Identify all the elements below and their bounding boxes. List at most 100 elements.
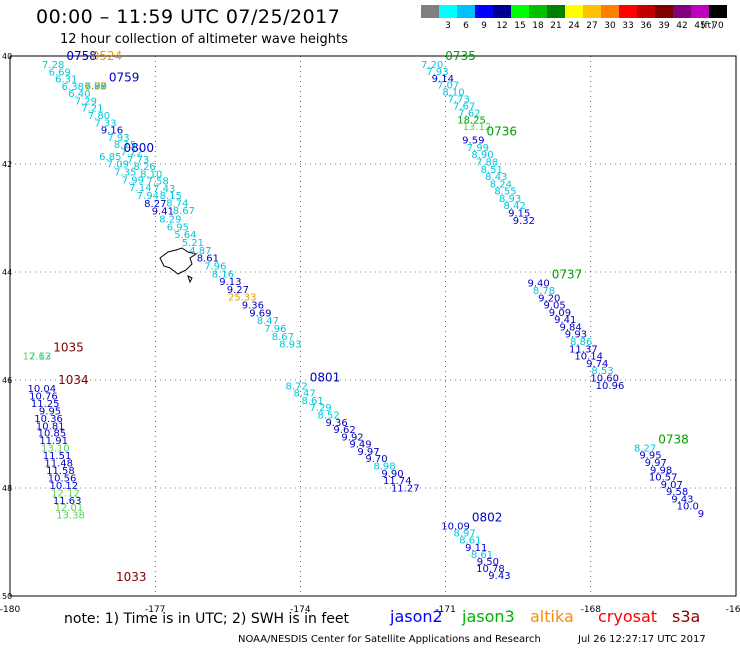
wave-height-value: 11.37 (569, 344, 598, 355)
wave-height-value: 11.25 (31, 399, 60, 410)
wave-height-value: 10.04 (27, 384, 56, 395)
wave-height-value: 18.25 (457, 115, 486, 126)
wave-height-value: 8.61 (301, 396, 323, 407)
legend-label: 18 (532, 21, 544, 31)
wave-height-value: 7.22 (120, 147, 142, 158)
legend-label: 15 (514, 21, 526, 31)
wave-height-value: 9.70 (365, 454, 387, 465)
wave-height-value: 8.53 (591, 366, 613, 377)
wave-height-value: 8.26 (134, 162, 156, 173)
wave-height-value: 8.93 (279, 340, 301, 351)
wave-height-value: 10.60 (590, 373, 619, 384)
wave-height-value: 12.01 (55, 503, 84, 514)
wave-height-value: 10.85 (38, 429, 67, 440)
wave-height-value: 7.73 (127, 155, 149, 166)
wave-height-value: 8.90 (471, 150, 493, 161)
legend-swatch (475, 5, 493, 18)
wave-height-value: 8.47 (257, 316, 279, 327)
wave-height-value: 8.15 (160, 191, 182, 202)
wave-height-value: 9.92 (341, 432, 363, 443)
pass-time-label: 0802 (472, 511, 503, 525)
legend-swatch (637, 5, 655, 18)
wave-height-value: 7.93 (426, 67, 448, 78)
lon-tick-label: -171 (435, 605, 455, 615)
wave-height-value: 7.20 (421, 60, 443, 71)
legend-swatch (511, 5, 529, 18)
wave-height-value: 7.35 (114, 167, 136, 178)
wave-height-value: 7.67 (453, 101, 475, 112)
wave-height-value: 9.49 (349, 440, 371, 451)
lon-tick-label: -168 (581, 605, 602, 615)
color-legend: (ft) 3 6 9 12 15 18 21 24 27 30 33 36 39 42 45 70 (421, 5, 730, 35)
pass-time-label: 0737 (552, 268, 583, 282)
legend-label: 21 (550, 21, 562, 31)
wave-height-value: 6.93 (85, 82, 107, 93)
pass-time-label: 0800 (123, 141, 154, 155)
wave-height-value: 9.58 (666, 487, 688, 498)
wave-height-value: 10.12 (49, 481, 78, 492)
wave-height-value: 9.43 (671, 494, 693, 505)
legend-label: 45 (694, 21, 706, 31)
legend-swatch (619, 5, 637, 18)
satellite-name: jason3 (462, 607, 515, 626)
wave-height-value: 9.41 (554, 315, 576, 326)
wave-height-value: 11.91 (39, 436, 68, 447)
wave-height-value: 6.89 (85, 82, 107, 93)
wave-height-value: 8.52 (317, 410, 339, 421)
wave-height-value: 10.76 (29, 391, 58, 402)
legend-label: 36 (640, 21, 652, 31)
wave-height-value: 8.29 (159, 214, 181, 225)
legend-swatch (583, 5, 601, 18)
legend-swatch (457, 5, 475, 18)
wave-height-value: 8.15 (114, 140, 136, 151)
wave-height-value: 8.67 (272, 332, 294, 343)
pass-time-label: 0735 (445, 49, 476, 63)
wave-height-value: 7.93 (107, 133, 129, 144)
timestamp: Jul 26 12:27:17 UTC 2017 (578, 634, 706, 645)
wave-height-value: 9.95 (39, 406, 61, 417)
wave-height-value: 10.96 (596, 381, 625, 392)
wave-height-value: 7.21 (81, 104, 103, 115)
legend-swatch (709, 5, 727, 18)
wave-height-value: 11.48 (44, 459, 73, 470)
legend-label: 27 (586, 21, 598, 31)
wave-height-value: 9.62 (333, 425, 355, 436)
page-subtitle: 12 hour collection of altimeter wave hei… (60, 32, 348, 47)
wave-height-value: 7.30 (85, 82, 107, 93)
wave-height-value: 11.74 (383, 476, 412, 487)
wave-height-value: 9.59 (462, 136, 484, 147)
wave-height-value: 7.28 (42, 60, 64, 71)
notes-text: note: 1) Time is in UTC; 2) SWH is in fe… (64, 611, 350, 627)
wave-height-value: 7.29 (75, 96, 97, 107)
pass-time-label: 0524 (92, 49, 123, 63)
wave-height-value: 8.43 (485, 172, 507, 183)
wave-height-value: 7.73 (448, 95, 470, 106)
legend-label: 6 (463, 21, 469, 31)
wave-height-value: 9.13 (219, 277, 241, 288)
wave-height-value: 7.99 (467, 143, 489, 154)
wave-height-value: 6.95 (167, 222, 189, 233)
pass-time-label: 1035 (53, 341, 84, 355)
wave-height-value: 7.58 (147, 177, 169, 188)
wave-height-value: 9.16 (101, 126, 123, 137)
wave-height-value: 7.88 (476, 157, 498, 168)
page-title: 00:00 – 11:59 UTC 07/25/2017 (36, 6, 341, 28)
wave-height-value: 7.96 (264, 324, 286, 335)
wave-height-value: 9.84 (559, 322, 581, 333)
wave-height-value: 9.90 (381, 469, 403, 480)
wave-height-value: 13.38 (56, 511, 85, 522)
satellite-name: jason2 (390, 607, 443, 626)
wave-height-value: 9.97 (357, 447, 379, 458)
pass-time-label: 0758 (66, 49, 97, 63)
wave-height-value: 11.58 (46, 466, 75, 477)
legend-swatch (547, 5, 565, 18)
wave-height-value: 8.86 (570, 337, 592, 348)
wave-height-value: 8.42 (504, 201, 526, 212)
wave-height-value: 9.43 (488, 571, 510, 582)
lon-tick-label: -180 (0, 605, 20, 615)
wave-height-value: 10.0 (677, 502, 699, 513)
wave-height-value: 9.95 (639, 451, 661, 462)
wave-height-value: 8.24 (490, 179, 512, 190)
legend-swatch (691, 5, 709, 18)
wave-height-value: 6.31 (55, 75, 77, 86)
